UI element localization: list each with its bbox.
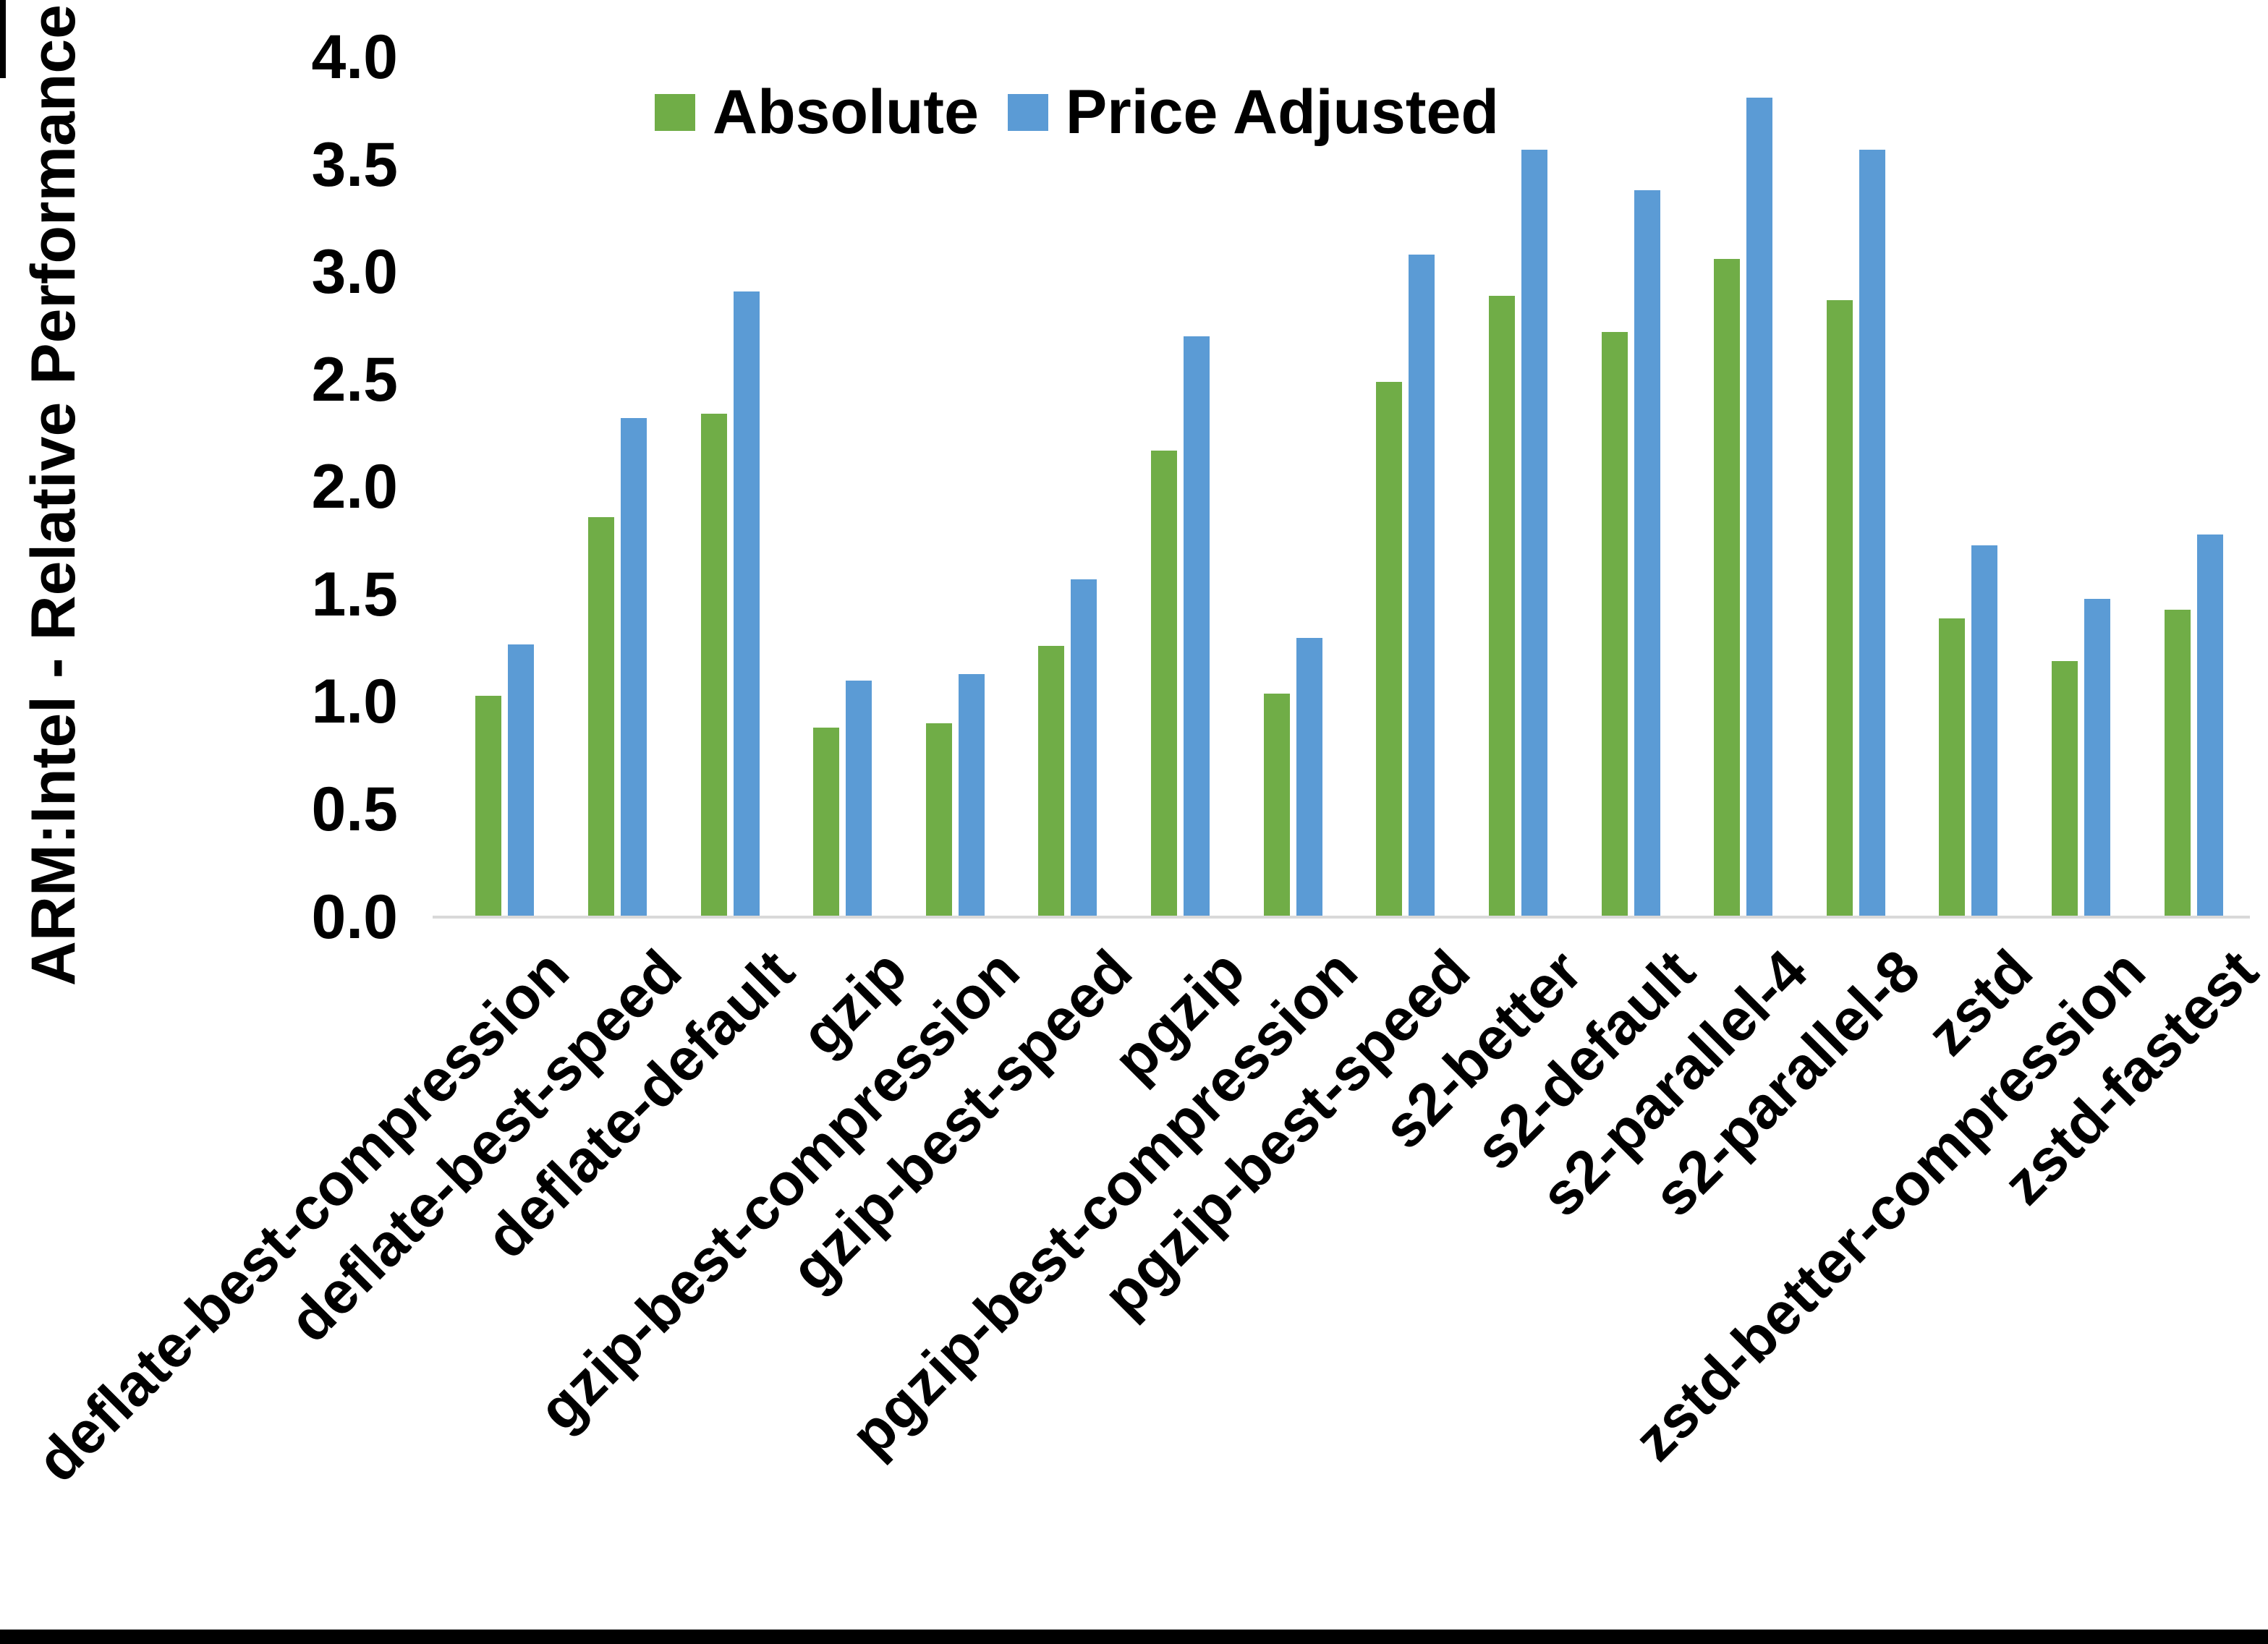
y-axis-tick-label: 3.5	[311, 129, 398, 200]
bar-absolute	[475, 695, 502, 917]
bar-price-adjusted	[1746, 98, 1773, 917]
plot-area	[449, 57, 2250, 917]
bar-absolute	[1038, 646, 1065, 917]
category-slot	[1687, 57, 1800, 917]
screenshot-bottom-border	[0, 1630, 2268, 1644]
bar-price-adjusted	[846, 681, 872, 917]
category-slot	[561, 57, 674, 917]
y-axis-tick-label: 0.5	[311, 774, 398, 844]
bar-price-adjusted	[1296, 637, 1322, 917]
y-axis-tick-label: 2.5	[311, 344, 398, 414]
legend-item-absolute: Absolute	[655, 81, 979, 143]
category-slot	[1912, 57, 2025, 917]
category-slot	[2137, 57, 2250, 917]
category-slot	[899, 57, 1012, 917]
y-axis-title: ARM:Intel - Relative Performance	[10, 4, 97, 986]
legend-color-swatch-price-adjusted	[1007, 93, 1048, 131]
category-slot	[2025, 57, 2138, 917]
bar-price-adjusted	[1184, 336, 1210, 917]
bar-price-adjusted	[1071, 579, 1097, 917]
y-axis-tick-label: 1.0	[311, 667, 398, 737]
bar-absolute	[700, 414, 727, 917]
bar-absolute	[1488, 295, 1515, 917]
legend-item-price-adjusted: Price Adjusted	[1007, 77, 1499, 147]
legend: Absolute Price Adjusted	[655, 81, 1499, 143]
bar-absolute	[1601, 332, 1628, 917]
category-slot	[1124, 57, 1237, 917]
category-slot	[1011, 57, 1124, 917]
category-slot	[1574, 57, 1687, 917]
bar-price-adjusted	[1859, 149, 1885, 917]
y-axis-tick-label: 2.0	[311, 452, 398, 522]
bar-price-adjusted	[2084, 599, 2111, 917]
legend-label: Absolute	[713, 77, 979, 147]
bar-price-adjusted	[620, 418, 647, 917]
category-slot	[1800, 57, 1913, 917]
x-axis-baseline	[433, 916, 2250, 919]
bar-absolute	[1151, 450, 1178, 917]
bar-absolute	[2164, 609, 2191, 917]
bar-price-adjusted	[1409, 255, 1435, 917]
bar-price-adjusted	[508, 644, 535, 917]
bar-price-adjusted	[1634, 190, 1660, 917]
screenshot-corner-artifact	[0, 0, 6, 78]
legend-label: Price Adjusted	[1065, 77, 1499, 147]
category-slot	[1349, 57, 1462, 917]
bar-price-adjusted	[958, 674, 985, 917]
category-slot	[1236, 57, 1349, 917]
bar-absolute	[813, 728, 840, 917]
bar-absolute	[587, 517, 614, 917]
bar-price-adjusted	[733, 291, 760, 917]
bar-absolute	[2052, 661, 2078, 917]
bar-absolute	[1826, 299, 1853, 917]
category-slot	[1462, 57, 1575, 917]
category-slot	[449, 57, 561, 917]
bar-price-adjusted	[1971, 545, 1998, 917]
bar-absolute	[1263, 693, 1290, 917]
y-axis-title-text: ARM:Intel - Relative Performance	[18, 4, 88, 987]
y-axis-tick-label: 3.0	[311, 237, 398, 307]
bar-absolute	[1939, 618, 1966, 917]
bar-absolute	[1714, 259, 1741, 917]
bar-absolute	[1376, 381, 1403, 917]
category-slot	[786, 57, 899, 917]
bar-absolute	[925, 723, 952, 917]
bar-price-adjusted	[2196, 534, 2223, 917]
y-axis-tick-label: 0.0	[311, 882, 398, 952]
bar-price-adjusted	[1521, 149, 1547, 917]
y-axis-tick-label: 1.5	[311, 559, 398, 629]
category-slot	[674, 57, 786, 917]
y-axis-tick-label: 4.0	[311, 22, 398, 92]
legend-color-swatch-absolute	[655, 93, 695, 131]
